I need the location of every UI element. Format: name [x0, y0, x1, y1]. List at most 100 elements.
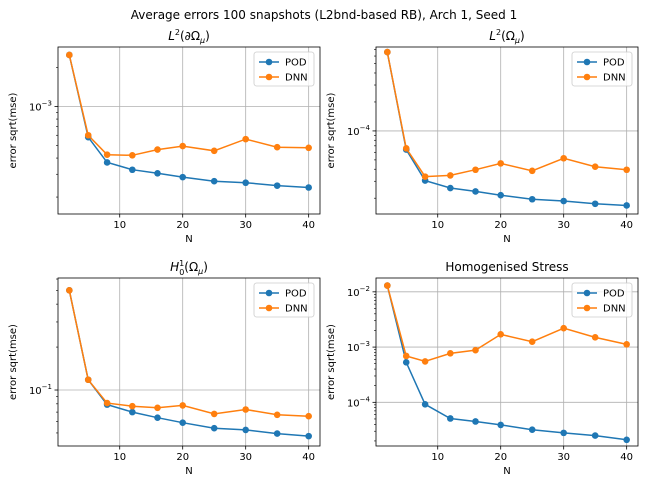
- data-point-dnn: [129, 402, 136, 410]
- x-tick-label: 20: [494, 452, 507, 463]
- y-axis-label: error sqrt(mse): [8, 92, 19, 168]
- legend-label-pod: POD: [603, 289, 625, 300]
- axes-frame: [57, 46, 321, 215]
- data-point-dnn: [402, 352, 410, 360]
- data-point-pod: [447, 415, 454, 422]
- x-tick-label: 20: [176, 452, 189, 463]
- axes-frame: [375, 46, 639, 215]
- data-point-dnn: [66, 287, 73, 294]
- y-tick-label: 10−4: [347, 124, 371, 138]
- x-axis-label: N: [185, 466, 192, 477]
- series-line-dnn: [68, 290, 309, 417]
- data-point-dnn: [84, 131, 92, 139]
- legend-label-dnn: DNN: [285, 73, 308, 84]
- x-tick-label: 10: [113, 220, 126, 231]
- legend-marker-pod: [265, 289, 273, 297]
- x-tick-label: 30: [239, 220, 252, 231]
- data-point-dnn: [242, 135, 249, 143]
- data-point-dnn: [384, 282, 391, 289]
- legend: POD DNN: [253, 51, 315, 87]
- y-tick-label: 10−3: [29, 100, 52, 114]
- data-point-dnn: [591, 334, 599, 341]
- data-point-dnn: [402, 144, 410, 152]
- data-point-pod: [528, 426, 536, 433]
- data-point-dnn: [273, 143, 281, 151]
- data-point-pod: [179, 419, 187, 426]
- legend-marker-dnn: [265, 73, 273, 81]
- data-point-pod: [591, 432, 599, 439]
- panel-title-3: Homogenised Stress: [445, 260, 568, 274]
- data-point-pod: [242, 179, 249, 187]
- series-line-dnn: [386, 51, 627, 178]
- legend-label-dnn: DNN: [285, 304, 308, 315]
- data-point-pod: [210, 177, 218, 185]
- legend-marker-dnn: [583, 73, 591, 81]
- data-point-dnn: [179, 142, 187, 150]
- data-point-dnn: [447, 172, 454, 179]
- x-tick-label: 40: [302, 220, 315, 231]
- x-tick-label: 40: [620, 220, 633, 231]
- data-point-pod: [560, 197, 567, 205]
- legend: POD DNN: [571, 282, 633, 318]
- panel-title-2: H1 0(Ωμ): [170, 259, 208, 277]
- data-point-dnn: [66, 51, 73, 59]
- legend: POD DNN: [571, 51, 633, 87]
- legend-label-pod: POD: [603, 58, 625, 69]
- data-point-dnn: [528, 338, 536, 346]
- data-point-pod: [623, 436, 630, 444]
- legend-marker-pod: [583, 58, 591, 66]
- data-point-pod: [273, 182, 281, 189]
- data-point-pod: [305, 432, 312, 440]
- figure-suptitle: Average errors 100 snapshots (L2bnd-base…: [130, 8, 518, 22]
- data-point-pod: [273, 430, 281, 437]
- data-point-dnn: [472, 346, 479, 354]
- data-point-dnn: [154, 404, 161, 412]
- data-point-pod: [623, 202, 630, 209]
- x-tick-label: 10: [431, 220, 444, 231]
- data-point-dnn: [421, 173, 429, 180]
- data-point-pod: [103, 159, 111, 166]
- data-point-pod: [472, 418, 479, 425]
- x-axis-label: N: [185, 234, 192, 245]
- series-line-pod: [68, 54, 309, 189]
- data-point-pod: [179, 173, 187, 181]
- data-point-dnn: [384, 48, 391, 56]
- data-point-dnn: [305, 144, 312, 152]
- axes-frame: [375, 277, 639, 447]
- data-point-pod: [472, 188, 479, 195]
- data-point-dnn: [242, 406, 249, 413]
- y-tick-label: 10−1: [29, 383, 52, 397]
- y-tick-label: 10−2: [347, 285, 370, 299]
- panel-title-0: L2(∂Ωμ): [168, 28, 210, 45]
- data-point-pod: [154, 414, 161, 421]
- data-point-dnn: [305, 412, 312, 420]
- data-point-pod: [402, 359, 410, 366]
- y-tick-label: 10−3: [347, 340, 370, 354]
- legend-label-dnn: DNN: [603, 304, 626, 315]
- data-point-pod: [421, 401, 429, 408]
- x-axis-label: N: [503, 466, 510, 477]
- series-line-pod: [386, 51, 627, 207]
- x-tick-label: 10: [431, 452, 444, 463]
- x-tick-label: 40: [302, 452, 315, 463]
- data-point-dnn: [591, 163, 599, 170]
- legend-marker-pod: [265, 58, 273, 66]
- legend-label-dnn: DNN: [603, 73, 626, 84]
- legend-marker-pod: [583, 289, 591, 297]
- data-point-pod: [497, 191, 505, 199]
- data-point-pod: [560, 429, 567, 437]
- x-tick-label: 30: [557, 220, 570, 231]
- data-point-dnn: [103, 399, 111, 407]
- data-point-dnn: [210, 147, 218, 155]
- data-point-dnn: [497, 160, 505, 167]
- data-point-dnn: [103, 151, 111, 158]
- data-point-pod: [497, 421, 505, 429]
- data-point-pod: [591, 200, 599, 208]
- x-tick-label: 30: [239, 452, 252, 463]
- series-line-dnn: [68, 54, 309, 157]
- data-point-dnn: [129, 152, 136, 159]
